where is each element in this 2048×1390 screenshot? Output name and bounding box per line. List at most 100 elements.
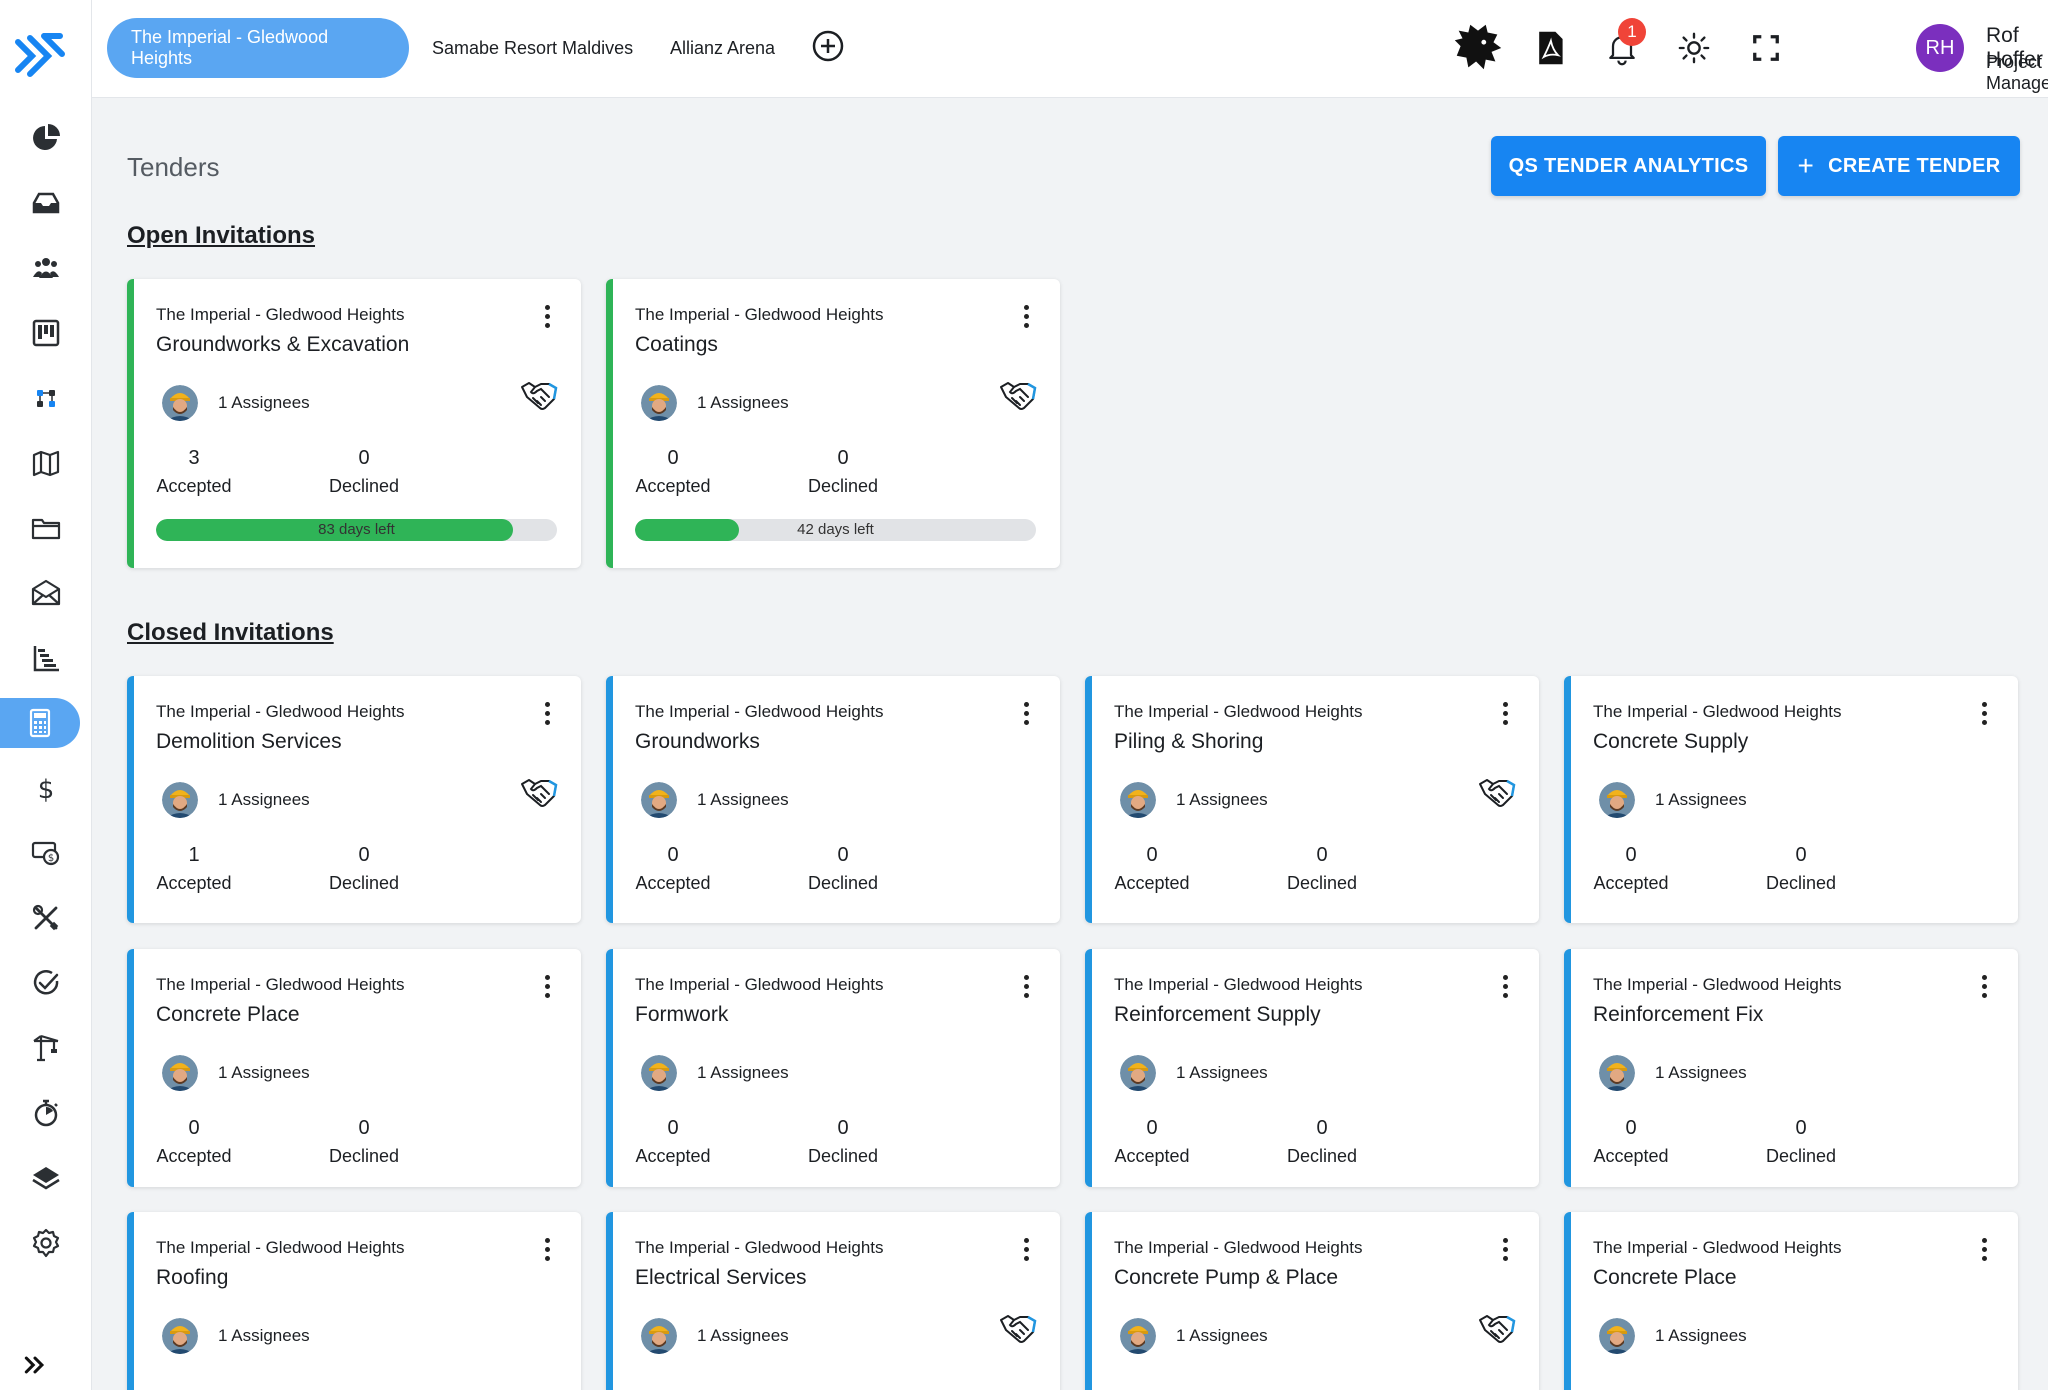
sidebar-item-payments[interactable]: $ <box>0 828 92 878</box>
tender-card[interactable]: The Imperial - Gledwood Heights Concrete … <box>1564 676 2018 923</box>
tender-card[interactable]: The Imperial - Gledwood Heights Roofing 1 … <box>127 1212 581 1390</box>
sidebar-item-mail[interactable] <box>0 568 92 618</box>
card-menu-button[interactable] <box>1022 702 1030 728</box>
sidebar-item-team[interactable] <box>0 243 92 293</box>
sidebar-item-settings[interactable] <box>0 1218 92 1268</box>
assignee-avatar[interactable] <box>1599 1318 1635 1354</box>
card-package-name[interactable]: Electrical Services <box>635 1266 807 1289</box>
assignee-avatar[interactable] <box>641 1055 677 1091</box>
assignee-avatar[interactable] <box>1120 782 1156 818</box>
card-package-name[interactable]: Concrete Place <box>156 1003 300 1026</box>
assignee-avatar[interactable] <box>162 782 198 818</box>
card-menu-button[interactable] <box>543 305 551 331</box>
declined-count: 0 <box>358 447 370 469</box>
card-menu-button[interactable] <box>543 702 551 728</box>
handshake-badge[interactable] <box>998 375 1038 415</box>
card-menu-button[interactable] <box>1980 975 1988 1001</box>
tender-card[interactable]: The Imperial - Gledwood Heights Demolitio… <box>127 676 581 923</box>
sidebar-item-tenders[interactable] <box>0 698 80 748</box>
tab-project-imperial[interactable]: The Imperial - Gledwood Heights <box>107 18 409 78</box>
tender-card[interactable]: The Imperial - Gledwood Heights Concrete … <box>127 949 581 1187</box>
sidebar-item-gantt[interactable] <box>0 633 92 683</box>
card-package-name[interactable]: Roofing <box>156 1266 229 1289</box>
assignee-avatar[interactable] <box>162 385 198 421</box>
card-menu-button[interactable] <box>1980 1238 1988 1264</box>
sidebar-expand-button[interactable] <box>20 1350 50 1380</box>
handshake-badge[interactable] <box>1477 1308 1517 1348</box>
card-menu-button[interactable] <box>543 1238 551 1264</box>
card-menu-button[interactable] <box>1022 305 1030 331</box>
notifications-button[interactable]: 1 <box>1592 18 1652 78</box>
assignee-avatar[interactable] <box>1599 782 1635 818</box>
tender-card[interactable]: The Imperial - Gledwood Heights Electrica… <box>606 1212 1060 1390</box>
card-package-name[interactable]: Groundworks <box>635 730 760 753</box>
card-package-name[interactable]: Reinforcement Fix <box>1593 1003 1764 1026</box>
card-package-name[interactable]: Concrete Supply <box>1593 730 1749 753</box>
app-logo[interactable] <box>14 28 66 80</box>
card-menu-button[interactable] <box>543 975 551 1001</box>
card-menu-button[interactable] <box>1022 975 1030 1001</box>
tender-card[interactable]: The Imperial - Gledwood Heights Formwork 1… <box>606 949 1060 1187</box>
card-menu-button[interactable] <box>1501 1238 1509 1264</box>
assignee-avatar[interactable] <box>1120 1055 1156 1091</box>
card-menu-button[interactable] <box>1022 1238 1030 1264</box>
brand-lion-icon[interactable] <box>1448 18 1508 78</box>
handshake-badge[interactable] <box>519 375 559 415</box>
sidebar-item-inbox[interactable] <box>0 178 92 228</box>
sidebar-item-dashboard[interactable] <box>0 113 92 163</box>
sidebar-item-tasks[interactable] <box>0 958 92 1008</box>
card-package-name[interactable]: Piling & Shoring <box>1114 730 1264 753</box>
create-tender-button[interactable]: + CREATE TENDER <box>1778 136 2020 196</box>
avatar[interactable]: RH <box>1916 24 1964 72</box>
sidebar-item-tools[interactable] <box>0 893 92 943</box>
sidebar-item-workflow[interactable] <box>0 373 92 423</box>
assignee-avatar[interactable] <box>1120 1318 1156 1354</box>
assignee-avatar[interactable] <box>162 1318 198 1354</box>
tender-card[interactable]: The Imperial - Gledwood Heights Reinforce… <box>1564 949 2018 1187</box>
tender-card[interactable]: The Imperial - Gledwood Heights Concrete … <box>1564 1212 2018 1390</box>
card-package-name[interactable]: Reinforcement Supply <box>1114 1003 1321 1026</box>
theme-toggle-button[interactable] <box>1664 18 1724 78</box>
tender-card[interactable]: The Imperial - Gledwood Heights Piling & … <box>1085 676 1539 923</box>
sidebar-item-timesheets[interactable] <box>0 1088 92 1138</box>
tender-card[interactable]: The Imperial - Gledwood Heights Reinforce… <box>1085 949 1539 1187</box>
sidebar-item-layers[interactable] <box>0 1153 92 1203</box>
assignee-avatar[interactable] <box>641 782 677 818</box>
sidebar-item-files[interactable] <box>0 503 92 553</box>
card-menu-button[interactable] <box>1980 702 1988 728</box>
tender-card[interactable]: The Imperial - Gledwood Heights Concrete … <box>1085 1212 1539 1390</box>
assignee-avatar[interactable] <box>1599 1055 1635 1091</box>
handshake-badge[interactable] <box>998 1308 1038 1348</box>
card-package-name[interactable]: Concrete Place <box>1593 1266 1737 1289</box>
handshake-badge[interactable] <box>519 772 559 812</box>
card-package-name[interactable]: Coatings <box>635 333 718 356</box>
tab-project-allianz[interactable]: Allianz Arena <box>670 37 776 58</box>
tender-card[interactable]: The Imperial - Gledwood Heights Groundwor… <box>606 676 1060 923</box>
qs-tender-analytics-button[interactable]: QS TENDER ANALYTICS <box>1491 136 1766 196</box>
tender-card[interactable]: The Imperial - Gledwood Heights Groundwor… <box>127 279 581 568</box>
card-package-name[interactable]: Demolition Services <box>156 730 342 753</box>
sidebar-item-map[interactable] <box>0 438 92 488</box>
add-tab-icon[interactable] <box>810 28 846 64</box>
card-package-name[interactable]: Formwork <box>635 1003 729 1026</box>
card-menu-button[interactable] <box>1501 975 1509 1001</box>
sidebar-item-finance[interactable]: $ <box>0 763 92 813</box>
double-chevron-right-icon <box>24 1356 45 1374</box>
card-menu-button[interactable] <box>1501 702 1509 728</box>
handshake-badge[interactable] <box>1477 772 1517 812</box>
map-icon <box>32 450 60 477</box>
assignee-avatar[interactable] <box>641 385 677 421</box>
pdf-export-button[interactable] <box>1520 18 1580 78</box>
card-package-name[interactable]: Groundworks & Excavation <box>156 333 410 356</box>
assignees-count: 1 Assignees <box>697 790 789 809</box>
sidebar-item-site[interactable] <box>0 1023 92 1073</box>
tab-project-samabe[interactable]: Samabe Resort Maldives <box>432 37 634 58</box>
tender-card[interactable]: The Imperial - Gledwood Heights Coatings 1… <box>606 279 1060 568</box>
assignee-avatar[interactable] <box>162 1055 198 1091</box>
user-name[interactable]: Rof Hoffer <box>1986 24 2043 71</box>
assignee-avatar-icon <box>641 1318 677 1354</box>
fullscreen-button[interactable] <box>1736 18 1796 78</box>
card-package-name[interactable]: Concrete Pump & Place <box>1114 1266 1339 1289</box>
sidebar-item-board[interactable] <box>0 308 92 358</box>
assignee-avatar[interactable] <box>641 1318 677 1354</box>
